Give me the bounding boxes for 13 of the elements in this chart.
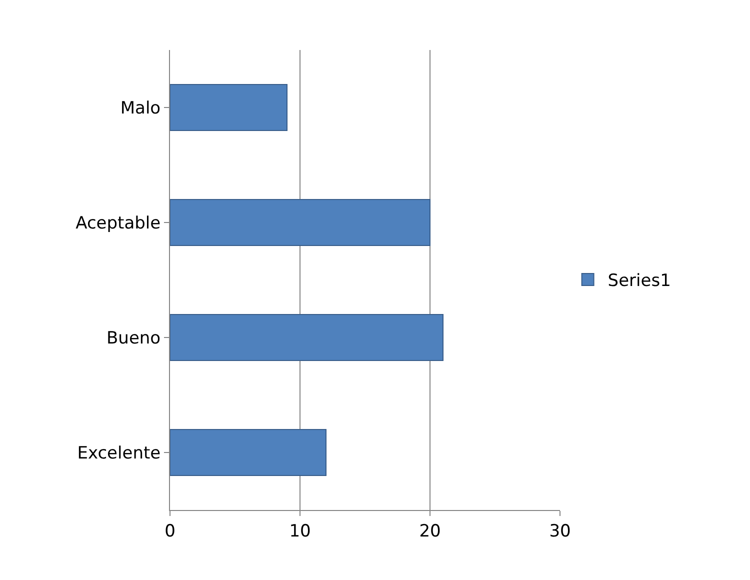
bar <box>170 199 430 246</box>
y-tick-label: Aceptable <box>76 213 161 234</box>
bar <box>170 84 288 131</box>
y-tick-label: Excelente <box>77 443 161 464</box>
bar <box>170 429 326 476</box>
x-tick-label: 0 <box>164 521 176 542</box>
x-tick-label: 20 <box>419 521 441 542</box>
x-tick-label: 30 <box>549 521 571 542</box>
y-tick-label: Bueno <box>106 328 161 348</box>
x-tick-label: 10 <box>289 521 311 542</box>
legend-label: Series1 <box>608 271 671 292</box>
y-tick-label: Malo <box>120 98 161 118</box>
bar <box>170 314 444 361</box>
